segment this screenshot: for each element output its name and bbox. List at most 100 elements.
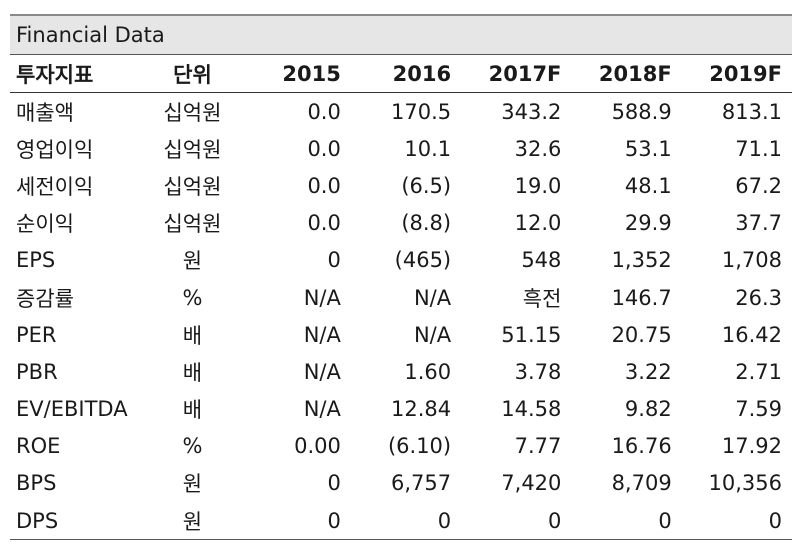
panel-title: Financial Data xyxy=(10,14,792,54)
row-unit: % xyxy=(182,434,203,459)
row-unit: 원 xyxy=(182,249,203,274)
table-row: EV/EBITDA 배 N/A 12.84 14.58 9.82 7.59 xyxy=(10,391,792,428)
table-cell: 1,352 xyxy=(611,248,672,273)
table-cell: 146.7 xyxy=(611,285,672,310)
header-year: 2019F xyxy=(681,54,792,93)
table-row: 영업이익 십억원 0.0 10.1 32.6 53.1 71.1 xyxy=(10,130,792,167)
row-label: EV/EBITDA xyxy=(16,397,128,422)
table-cell: 흑전 xyxy=(522,286,562,311)
financial-table: 투자지표 단위 2015 2016 2017F 2018F 2019F 매출액 … xyxy=(10,54,792,541)
table-cell: 16.76 xyxy=(611,434,672,459)
header-year: 2017F xyxy=(461,54,572,93)
table-cell: 2.71 xyxy=(735,359,782,384)
table-cell: 0.0 xyxy=(307,136,341,161)
table-cell: 7.59 xyxy=(735,397,782,422)
row-label: 증감률 xyxy=(16,286,74,311)
table-row: 매출액 십억원 0.0 170.5 343.2 588.9 813.1 xyxy=(10,93,792,131)
row-label: BPS xyxy=(16,471,57,496)
table-cell: 0.0 xyxy=(307,211,341,236)
table-cell: 1,708 xyxy=(721,248,782,273)
table-cell: 12.0 xyxy=(514,211,562,236)
table-cell: 12.84 xyxy=(391,397,452,422)
table-row: 순이익 십억원 0.0 (8.8) 12.0 29.9 37.7 xyxy=(10,205,792,242)
header-indicator: 투자지표 xyxy=(10,54,145,93)
table-cell: 0.0 xyxy=(307,99,341,124)
row-label: 영업이익 xyxy=(16,137,94,162)
table-cell: 20.75 xyxy=(611,322,672,347)
row-unit: 십억원 xyxy=(163,100,222,125)
row-unit: 십억원 xyxy=(163,174,222,199)
row-unit: % xyxy=(182,285,203,310)
table-cell: 9.82 xyxy=(624,397,672,422)
table-cell: 7,420 xyxy=(501,471,562,496)
table-cell: 0.0 xyxy=(307,173,341,198)
table-cell: N/A xyxy=(303,359,341,384)
row-label: EPS xyxy=(16,248,56,273)
table-cell: 548 xyxy=(521,248,562,273)
table-cell: 26.3 xyxy=(735,285,782,310)
table-cell: N/A xyxy=(413,285,452,310)
table-row: PBR 배 N/A 1.60 3.78 3.22 2.71 xyxy=(10,353,792,390)
row-label: PBR xyxy=(16,359,58,384)
table-cell: 0 xyxy=(681,502,792,541)
table-cell: 813.1 xyxy=(721,99,782,124)
table-cell: 14.58 xyxy=(501,397,562,422)
table-cell: (465) xyxy=(394,248,452,273)
header-year: 2018F xyxy=(571,54,682,93)
table-cell: 8,709 xyxy=(611,471,672,496)
table-cell: 48.1 xyxy=(624,173,672,198)
table-row: ROE % 0.00 (6.10) 7.77 16.76 17.92 xyxy=(10,428,792,465)
table-row: 세전이익 십억원 0.0 (6.5) 19.0 48.1 67.2 xyxy=(10,167,792,204)
table-cell: N/A xyxy=(303,397,341,422)
row-unit: 십억원 xyxy=(163,212,222,237)
row-label: DPS xyxy=(10,502,145,541)
table-cell: 343.2 xyxy=(501,99,562,124)
table-cell: N/A xyxy=(413,322,452,347)
row-unit: 배 xyxy=(182,360,203,385)
table-cell: 0 xyxy=(350,502,462,541)
table-cell: (6.10) xyxy=(387,434,452,459)
row-unit: 배 xyxy=(182,323,203,348)
table-cell: N/A xyxy=(303,322,341,347)
table-cell: 53.1 xyxy=(624,136,672,161)
table-row: EPS 원 0 (465) 548 1,352 1,708 xyxy=(10,242,792,279)
row-unit: 원 xyxy=(182,472,203,497)
row-label: 세전이익 xyxy=(16,174,94,199)
header-year: 2016 xyxy=(350,54,462,93)
table-cell: 16.42 xyxy=(721,322,782,347)
table-cell: 0 xyxy=(461,502,572,541)
table-cell: 10,356 xyxy=(708,471,782,496)
table-cell: 0.00 xyxy=(294,434,341,459)
row-unit: 배 xyxy=(182,398,203,423)
header-unit: 단위 xyxy=(144,54,241,93)
table-cell: N/A xyxy=(303,285,341,310)
table-cell: 3.78 xyxy=(514,359,562,384)
row-label: 매출액 xyxy=(16,100,74,125)
row-label: PER xyxy=(16,322,57,347)
table-cell: 6,757 xyxy=(391,471,452,496)
table-cell: 1.60 xyxy=(404,359,452,384)
table-row: BPS 원 0 6,757 7,420 8,709 10,356 xyxy=(10,465,792,502)
table-cell: 19.0 xyxy=(514,173,562,198)
table-cell: 3.22 xyxy=(624,359,672,384)
row-unit: 원 xyxy=(144,502,241,541)
header-year: 2015 xyxy=(240,54,351,93)
row-label: ROE xyxy=(16,434,61,459)
table-cell: 170.5 xyxy=(391,99,452,124)
table-cell: (6.5) xyxy=(401,173,452,198)
table-row: 증감률 % N/A N/A 흑전 146.7 26.3 xyxy=(10,279,792,316)
table-cell: 0 xyxy=(327,248,341,273)
table-cell: 0 xyxy=(571,502,682,541)
table-cell: 37.7 xyxy=(735,211,782,236)
table-cell: 71.1 xyxy=(735,136,782,161)
table-cell: 588.9 xyxy=(611,99,672,124)
table-cell: 51.15 xyxy=(501,322,562,347)
table-cell: 0 xyxy=(327,471,341,496)
table-cell: 29.9 xyxy=(624,211,672,236)
table-cell: 32.6 xyxy=(514,136,562,161)
table-row: DPS 원 0 0 0 0 0 xyxy=(10,502,792,541)
table-cell: 10.1 xyxy=(404,136,452,161)
table-cell: (8.8) xyxy=(401,211,452,236)
financial-data-panel: Financial Data 투자지표 단위 2015 2016 2017F 2… xyxy=(10,14,792,541)
table-cell: 0 xyxy=(240,502,351,541)
